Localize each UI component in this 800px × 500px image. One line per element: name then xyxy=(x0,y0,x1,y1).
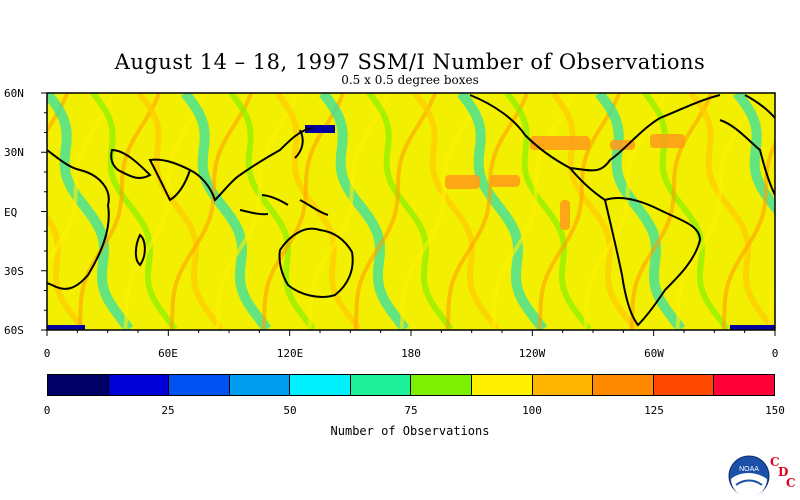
colorbar-segment xyxy=(714,375,774,395)
lat-label-60s: 60S xyxy=(4,324,24,337)
map-subtitle: 0.5 x 0.5 degree boxes xyxy=(341,73,479,87)
lat-label-eq: EQ xyxy=(4,206,18,219)
colorbar-tick: 150 xyxy=(765,404,785,417)
high-count-patch xyxy=(560,200,570,230)
swath-track xyxy=(537,93,621,330)
colorbar-tick: 125 xyxy=(644,404,664,417)
lat-label-30s: 30S xyxy=(4,265,24,278)
lon-label-60w: 60W xyxy=(644,347,664,360)
colorbar-segment xyxy=(350,375,412,395)
swath-track xyxy=(90,93,178,330)
high-count-patch xyxy=(445,175,480,189)
swath-track xyxy=(228,93,316,330)
colorbar-segment xyxy=(290,375,351,395)
swath-track xyxy=(136,93,224,330)
swath-pattern xyxy=(47,93,800,330)
swath-track xyxy=(504,93,592,330)
lon-label-180: 180 xyxy=(401,347,421,360)
lat-label-30n: 30N xyxy=(4,146,24,159)
colorbar-label: Number of Observations xyxy=(330,424,490,438)
axis-ticks xyxy=(41,92,776,336)
swath-track xyxy=(688,93,775,330)
low-count-patch xyxy=(47,325,85,330)
swath-track xyxy=(412,93,500,330)
swath-track xyxy=(675,93,759,330)
colorbar-tick: 75 xyxy=(404,404,418,417)
swath-track xyxy=(47,93,115,268)
colorbar-tick: 0 xyxy=(43,404,51,417)
swath-track xyxy=(215,93,299,330)
high-count-patch xyxy=(490,175,520,187)
swath-track xyxy=(353,93,437,330)
map-title: August 14 – 18, 1997 SSM/I Number of Obs… xyxy=(114,50,706,74)
colorbar-tick: 100 xyxy=(522,404,542,417)
swath-track xyxy=(583,93,667,330)
high-count-patch xyxy=(610,140,635,150)
colorbar xyxy=(47,374,775,396)
cdc-letter-c1: C xyxy=(770,455,780,469)
swath-track xyxy=(721,139,775,330)
noaa-logo: NOAA xyxy=(728,455,770,497)
coastlines xyxy=(47,94,775,327)
colorbar-segment xyxy=(653,375,715,395)
cdc-letter-c2: C xyxy=(786,476,796,490)
noaa-logo-text: NOAA xyxy=(739,466,759,473)
colorbar-segment xyxy=(411,375,473,395)
swath-track xyxy=(550,93,638,330)
swath-track xyxy=(77,93,161,330)
swath-track xyxy=(47,93,134,330)
swath-track xyxy=(366,93,454,330)
swath-track xyxy=(307,93,391,330)
colorbar-tick: 50 xyxy=(283,404,297,417)
colorbar-segment xyxy=(48,375,109,395)
swath-track xyxy=(595,93,686,330)
high-count-patch xyxy=(650,134,685,148)
swath-track xyxy=(783,93,800,329)
colorbar-segment xyxy=(472,375,533,395)
colorbar-tick: 25 xyxy=(161,404,175,417)
swath-track xyxy=(169,93,253,330)
colorbar-segment xyxy=(169,375,230,395)
swath-track xyxy=(123,93,207,330)
colorbar-segment xyxy=(532,375,594,395)
swath-track xyxy=(47,212,86,330)
low-count-patch xyxy=(730,325,775,330)
colorbar-segment xyxy=(229,375,291,395)
colorbar-segment xyxy=(108,375,170,395)
lon-label-120e: 120E xyxy=(276,347,304,360)
swath-track xyxy=(767,275,775,330)
lon-label-120w: 120W xyxy=(518,347,546,360)
swath-track xyxy=(491,93,575,330)
lon-label-60e: 60E xyxy=(158,347,178,360)
swath-track xyxy=(642,93,730,330)
observation-map xyxy=(41,92,800,336)
swath-track xyxy=(399,93,483,330)
swath-track xyxy=(445,93,529,330)
colorbar-segment xyxy=(593,375,654,395)
swath-track xyxy=(181,93,272,330)
swath-track xyxy=(733,93,775,216)
cdc-letter-d: D xyxy=(778,465,789,479)
high-count-patch xyxy=(530,136,590,150)
swath-track xyxy=(629,93,713,330)
swath-track xyxy=(319,93,410,330)
lon-label-0: 0 xyxy=(43,347,51,360)
lat-label-60n: 60N xyxy=(4,87,24,100)
swath-track xyxy=(457,93,548,330)
low-count-patch xyxy=(305,125,335,133)
high-count-patches xyxy=(47,125,775,330)
lon-label-0-east: 0 xyxy=(771,347,779,360)
